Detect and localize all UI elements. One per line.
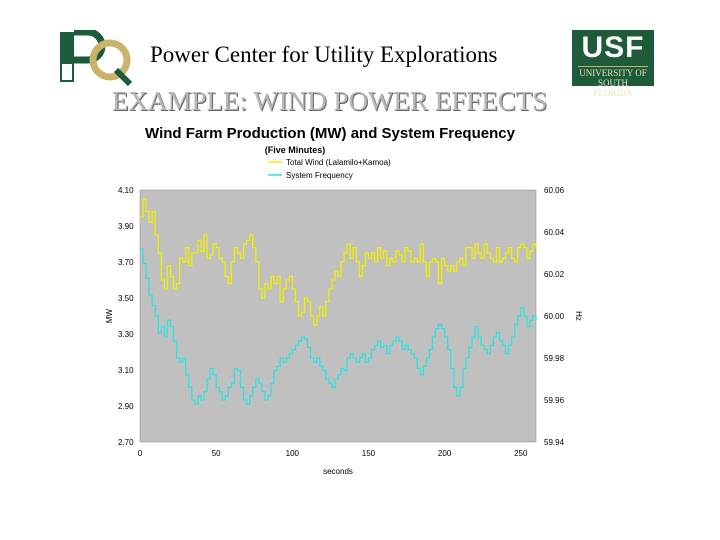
pq-logo-text: PQ bbox=[58, 30, 60, 31]
pq-logo-q-ring bbox=[89, 39, 131, 81]
usf-logo: USF UNIVERSITY OF SOUTH FLORIDA bbox=[572, 30, 654, 98]
x-tick-label: 50 bbox=[212, 449, 221, 458]
usf-logo-subtext: UNIVERSITY OF SOUTH FLORIDA bbox=[578, 66, 648, 98]
y-tick-label: 3.10 bbox=[118, 366, 134, 375]
y2-axis-label: Hz bbox=[574, 311, 583, 321]
y-axis-label: MW bbox=[105, 308, 114, 323]
y-tick-label: 3.90 bbox=[118, 222, 134, 231]
legend: Total Wind (Lalamilo+Kamoa) System Frequ… bbox=[268, 158, 391, 180]
x-tick-label: 150 bbox=[362, 449, 376, 458]
y-tick-label: 3.70 bbox=[118, 258, 134, 267]
legend-label-frequency: System Frequency bbox=[286, 171, 353, 180]
y2-tick-label: 60.00 bbox=[544, 312, 565, 321]
x-tick-label: 0 bbox=[138, 449, 143, 458]
x-axis-ticks: 0 50 100 150 200 250 bbox=[138, 449, 528, 458]
usf-logo-text: USF bbox=[581, 31, 645, 64]
x-tick-label: 100 bbox=[286, 449, 300, 458]
plot-area bbox=[139, 189, 537, 443]
pq-logo-q-tail bbox=[113, 67, 133, 86]
header-title: Power Center for Utility Explorations bbox=[150, 42, 498, 67]
x-tick-label: 250 bbox=[514, 449, 528, 458]
y-axis-ticks: 4.10 3.90 3.70 3.50 3.30 3.10 2.90 2.70 bbox=[118, 186, 134, 447]
y-tick-label: 3.30 bbox=[118, 330, 134, 339]
slide-title: EXAMPLE: WIND POWER EFFECTS bbox=[112, 86, 548, 116]
y2-tick-label: 59.98 bbox=[544, 354, 565, 363]
chart-subtitle: (Five Minutes) bbox=[265, 145, 326, 155]
pq-logo: PQ bbox=[58, 30, 133, 86]
wind-frequency-chart: Wind Farm Production (MW) and System Fre… bbox=[105, 125, 583, 476]
y-tick-label: 4.10 bbox=[118, 186, 134, 195]
y2-axis-ticks: 60.06 60.04 60.02 60.00 59.98 59.96 59.94 bbox=[544, 186, 565, 447]
y2-tick-label: 60.02 bbox=[544, 270, 565, 279]
y-tick-label: 3.50 bbox=[118, 294, 134, 303]
series-line-wind bbox=[140, 198, 537, 326]
chart-title: Wind Farm Production (MW) and System Fre… bbox=[145, 125, 516, 142]
legend-label-wind: Total Wind (Lalamilo+Kamoa) bbox=[286, 158, 391, 167]
y-tick-label: 2.90 bbox=[118, 402, 134, 411]
y2-tick-label: 59.96 bbox=[544, 396, 565, 405]
series-line-frequency bbox=[140, 248, 537, 405]
y2-tick-label: 60.06 bbox=[544, 186, 565, 195]
x-tick-label: 200 bbox=[438, 449, 452, 458]
y-tick-label: 2.70 bbox=[118, 438, 134, 447]
y2-tick-label: 59.94 bbox=[544, 438, 565, 447]
x-axis-label: seconds bbox=[323, 467, 353, 476]
y2-tick-label: 60.04 bbox=[544, 228, 565, 237]
pq-logo-mark bbox=[62, 64, 72, 80]
